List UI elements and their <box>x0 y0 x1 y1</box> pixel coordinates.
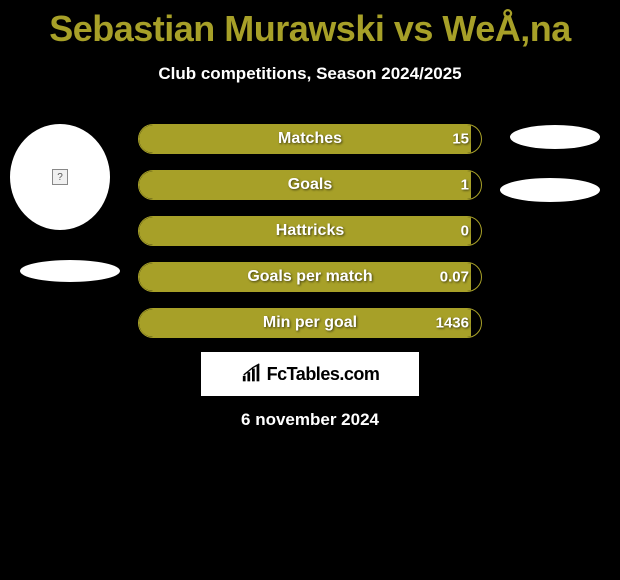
stat-label: Min per goal <box>263 314 357 332</box>
stat-row-goals-per-match: Goals per match 0.07 <box>138 262 482 292</box>
stat-label: Matches <box>278 130 342 148</box>
stat-label: Hattricks <box>276 222 344 240</box>
stat-row-matches: Matches 15 <box>138 124 482 154</box>
player-avatar-left: ? <box>10 124 110 230</box>
brand-box: FcTables.com <box>201 352 419 396</box>
stat-row-hattricks: Hattricks 0 <box>138 216 482 246</box>
stat-row-min-per-goal: Min per goal 1436 <box>138 308 482 338</box>
avatar-shadow-left <box>20 260 120 282</box>
stat-value: 0 <box>461 223 469 240</box>
stat-value: 15 <box>452 131 469 148</box>
stat-value: 0.07 <box>440 269 469 286</box>
date-label: 6 november 2024 <box>241 410 379 430</box>
stat-row-goals: Goals 1 <box>138 170 482 200</box>
stat-value: 1 <box>461 177 469 194</box>
page-title: Sebastian Murawski vs WeÅ‚na <box>0 0 620 50</box>
avatar-shadow-right <box>500 178 600 202</box>
page-subtitle: Club competitions, Season 2024/2025 <box>0 64 620 84</box>
stat-label: Goals per match <box>247 268 372 286</box>
brand-text: FcTables.com <box>267 364 380 385</box>
player-avatar-right <box>510 125 600 149</box>
bar-chart-icon <box>241 363 263 385</box>
stat-value: 1436 <box>436 315 469 332</box>
broken-image-icon: ? <box>52 169 68 185</box>
stats-container: Matches 15 Goals 1 Hattricks 0 Goals per… <box>138 124 482 354</box>
stat-label: Goals <box>288 176 332 194</box>
